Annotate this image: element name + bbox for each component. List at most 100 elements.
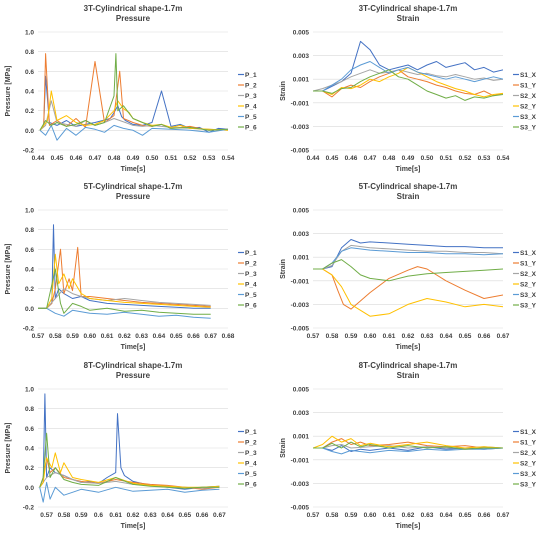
legend-label: P_2 xyxy=(245,83,257,90)
y-tick-label: -0.005 xyxy=(291,326,310,333)
series-line-p-6 xyxy=(38,268,211,315)
legend-label: P_5 xyxy=(245,292,257,299)
x-tick-label: 0.48 xyxy=(108,155,121,162)
legend-label: P_3 xyxy=(245,271,257,278)
x-tick-label: 0.64 xyxy=(440,512,453,519)
y-tick-label: 0.003 xyxy=(293,231,310,238)
legend-label: P_5 xyxy=(245,114,257,121)
y-tick-label: 0.003 xyxy=(293,53,310,60)
chart-svg: 3T-Cylindrical shape-1.7mStrain-0.005-0.… xyxy=(280,4,537,173)
series-line-p-1 xyxy=(39,75,228,133)
legend-label: P_1 xyxy=(245,429,257,436)
y-tick-label: 0.2 xyxy=(25,465,34,472)
y-tick-label: 1.0 xyxy=(25,208,34,215)
legend-label: P_2 xyxy=(245,440,257,447)
x-tick-label: 0.44 xyxy=(307,155,320,162)
x-tick-label: 0.51 xyxy=(440,155,453,162)
legend-label: P_6 xyxy=(245,482,257,489)
x-tick-label: 0.66 xyxy=(196,512,209,519)
y-tick-label: 0.001 xyxy=(293,255,310,262)
x-tick-label: 0.46 xyxy=(345,155,358,162)
series-line-s1-y xyxy=(313,69,503,98)
y-tick-label: -0.005 xyxy=(291,148,310,155)
x-tick-label: 0.53 xyxy=(203,155,216,162)
x-tick-label: 0.57 xyxy=(307,512,320,519)
x-tick-label: 0.64 xyxy=(153,333,166,340)
x-tick-label: 0.59 xyxy=(345,512,358,519)
x-tick-label: 0.58 xyxy=(326,512,339,519)
legend-label: S1_Y xyxy=(520,83,537,90)
y-tick-label: -0.003 xyxy=(291,124,310,131)
chart-title: 8T-Cylindrical shape-1.7m xyxy=(84,361,183,370)
x-tick-label: 0.54 xyxy=(222,155,235,162)
y-tick-label: -0.001 xyxy=(291,100,310,107)
y-tick-label: 0.6 xyxy=(25,69,34,76)
chart-panel: 8T-Cylindrical shape-1.7m Strain -0.005 -0.… xyxy=(275,357,550,535)
legend-label: P_5 xyxy=(245,471,257,478)
x-tick-label: 0.50 xyxy=(146,155,159,162)
y-tick-label: 0.8 xyxy=(25,49,34,56)
y-tick-label: 0.8 xyxy=(25,406,34,413)
series-line-p-5 xyxy=(39,481,220,503)
x-tick-label: 0.68 xyxy=(222,333,235,340)
series-line-p-4 xyxy=(38,253,211,309)
x-tick-label: 0.66 xyxy=(187,333,200,340)
x-tick-label: 0.50 xyxy=(421,155,434,162)
y-tick-label: 0.0 xyxy=(25,306,34,313)
series-line-p-1 xyxy=(39,393,220,490)
x-tick-label: 0.64 xyxy=(440,333,453,340)
x-axis-label: Time[s] xyxy=(396,344,421,351)
chart-title: 8T-Cylindrical shape-1.7m xyxy=(359,361,458,370)
series-line-s2-y xyxy=(313,435,503,449)
series-line-s3-y xyxy=(313,69,503,101)
legend-label: S3_Y xyxy=(520,482,537,489)
legend-label: P_1 xyxy=(245,250,257,257)
chart-subtitle: Strain xyxy=(397,371,420,380)
y-tick-label: 0.003 xyxy=(293,410,310,417)
y-tick-label: 0.001 xyxy=(293,434,310,441)
x-axis-label: Time[s] xyxy=(121,523,146,530)
x-tick-label: 0.62 xyxy=(118,333,131,340)
y-axis-label: Strain xyxy=(280,438,287,458)
x-tick-label: 0.65 xyxy=(178,512,191,519)
y-tick-label: 1.0 xyxy=(25,387,34,394)
chart-subtitle: Strain xyxy=(397,192,420,201)
x-tick-label: 0.67 xyxy=(204,333,217,340)
x-tick-label: 0.49 xyxy=(127,155,140,162)
x-tick-label: 0.64 xyxy=(161,512,174,519)
x-tick-label: 0.52 xyxy=(459,155,472,162)
y-tick-label: 0.8 xyxy=(25,227,34,234)
x-tick-label: 0.58 xyxy=(49,333,62,340)
chart-panel: 3T-Cylindrical shape-1.7m Pressure -0.2 0.0… xyxy=(0,0,275,178)
chart-svg: 8T-Cylindrical shape-1.7mStrain-0.005-0.… xyxy=(280,361,537,530)
y-axis-label: Strain xyxy=(280,81,287,101)
y-axis-label: Pressure [MPa] xyxy=(5,244,12,295)
y-tick-label: 0.6 xyxy=(25,247,34,254)
legend-label: S2_X xyxy=(520,450,537,457)
chart-panel: 5T-Cylindrical shape-1.7m Pressure -0.2 0.0… xyxy=(0,178,275,356)
x-tick-label: 0.47 xyxy=(89,155,102,162)
y-tick-label: -0.003 xyxy=(291,481,310,488)
legend-label: S2_Y xyxy=(520,461,537,468)
x-axis-label: Time[s] xyxy=(396,166,421,173)
legend-label: S3_Y xyxy=(520,125,537,132)
legend-label: P_6 xyxy=(245,303,257,310)
x-tick-label: 0.65 xyxy=(459,512,472,519)
x-tick-label: 0.66 xyxy=(478,333,491,340)
y-tick-label: -0.2 xyxy=(23,148,35,155)
x-tick-label: 0.61 xyxy=(383,512,396,519)
x-tick-label: 0.62 xyxy=(402,333,415,340)
x-tick-label: 0.61 xyxy=(101,333,114,340)
x-tick-label: 0.45 xyxy=(51,155,64,162)
legend-label: P_4 xyxy=(245,461,257,468)
series-line-p-2 xyxy=(38,246,211,309)
x-tick-label: 0.57 xyxy=(307,333,320,340)
y-tick-label: 0.4 xyxy=(25,267,34,274)
legend-label: S2_X xyxy=(520,271,537,278)
x-tick-label: 0.59 xyxy=(345,333,358,340)
x-tick-label: 0.67 xyxy=(497,512,510,519)
y-axis-label: Pressure [MPa] xyxy=(5,66,12,117)
x-tick-label: 0.45 xyxy=(326,155,339,162)
series-line-p-1 xyxy=(38,224,211,309)
